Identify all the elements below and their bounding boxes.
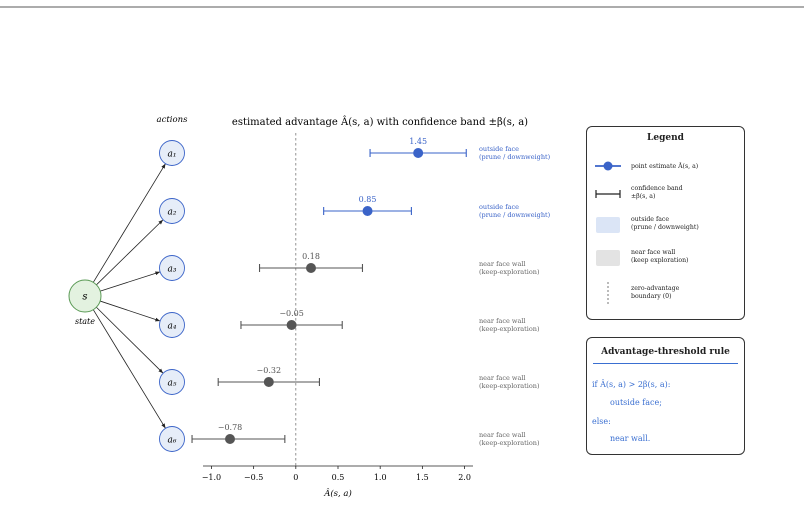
confidence-band-icon: [595, 190, 621, 198]
rule-title: Advantage-threshold rule: [601, 347, 730, 357]
side-label-line: near face wall: [479, 431, 526, 439]
estimate-value-label: 0.85: [359, 195, 377, 204]
x-tick-label: −1.0: [202, 473, 221, 482]
x-tick-label: 0: [293, 473, 298, 482]
state-circle: [68, 279, 102, 313]
legend-text-outside: outside face (prune / downweight): [631, 216, 699, 231]
edge-arrow: [96, 306, 164, 374]
action-node-label: a₆: [168, 436, 177, 446]
point-estimate: [286, 320, 297, 330]
legend-item-zero: zero-advantage boundary (0): [593, 281, 738, 306]
dashed-line-icon: [607, 282, 609, 306]
x-tick-label: 0.5: [332, 473, 345, 482]
action-node-circle: [159, 426, 185, 452]
side-label-line: outside face: [479, 203, 519, 211]
x-tick-label: 1.0: [374, 473, 387, 482]
action-node-circle: [159, 312, 185, 338]
x-tick-label: 1.5: [416, 473, 429, 482]
rule-line-4: near wall.: [610, 434, 651, 443]
rule-line-3: else:: [592, 417, 611, 426]
side-label-line: (prune / downweight): [479, 211, 551, 219]
side-label-line: near face wall: [479, 260, 526, 268]
legend-text-point: point estimate Â(s, a): [631, 163, 699, 170]
side-label-line: (keep-exploration): [479, 268, 540, 276]
point-estimate: [362, 206, 373, 216]
estimate-value-label: 0.18: [302, 252, 320, 261]
legend-text-near: near face wall (keep exploration): [631, 249, 689, 264]
action-nodes: a₁ a₂ a₃ a₄ a₅ a₆: [159, 140, 185, 452]
legend-item-near: near face wall (keep exploration): [593, 247, 738, 269]
side-label-line: (keep-exploration): [479, 382, 540, 390]
estimate-value-label: 1.45: [409, 137, 427, 146]
x-tick-label: 2.0: [458, 473, 471, 482]
legend-text-band: confidence band ±β(s, a): [631, 185, 683, 200]
action-node-circle: [159, 255, 185, 281]
side-label-line: near face wall: [479, 317, 526, 325]
edge-arrow: [92, 163, 166, 283]
side-label-line: outside face: [479, 145, 519, 153]
rule-box: Advantage-threshold rule if Â(s, a) > 2β…: [586, 337, 745, 455]
advantage-plot: 1.45 0.85 0.18 −0.05 −0.32 −0.78: [191, 133, 467, 466]
estimate-value-label: −0.32: [257, 366, 282, 375]
rule-line-1: if Â(s, a) > 2β(s, a):: [592, 380, 671, 389]
action-node-circle: [159, 140, 185, 166]
state-caption: state: [75, 317, 95, 326]
edge-arrow: [92, 309, 166, 429]
chart-title: estimated advantage Â(s, a) with confide…: [232, 116, 528, 128]
action-node-circle: [159, 198, 185, 224]
point-estimate: [263, 377, 274, 387]
side-label-line: (keep-exploration): [479, 439, 540, 447]
side-label-line: (keep-exploration): [479, 325, 540, 333]
state-node: s state: [68, 279, 102, 326]
estimate-value-label: −0.05: [279, 309, 304, 318]
edge-arrow: [96, 219, 164, 286]
legend-item-point: point estimate Â(s, a): [593, 155, 738, 177]
x-axis-label: Â(s, a): [323, 487, 352, 499]
edge-arrow: [100, 271, 161, 292]
action-node-label: a₅: [168, 379, 177, 389]
point-estimate-icon: [595, 161, 621, 171]
point-estimate: [225, 434, 235, 444]
state-action-edges: [92, 163, 166, 429]
point-estimate: [306, 263, 316, 273]
x-tick-label: −0.5: [244, 473, 263, 482]
outside-patch-icon: [596, 217, 620, 233]
point-estimate: [413, 148, 424, 158]
rule-line-2: outside face;: [610, 398, 662, 407]
legend-item-band: confidence band ±β(s, a): [593, 183, 738, 205]
side-labels: outside face(prune / downweight)outside …: [479, 145, 551, 447]
side-label-line: near face wall: [479, 374, 526, 382]
x-axis: −1.0 −0.5 0 0.5 1.0 1.5 2.0 Â(s, a): [202, 465, 473, 499]
rule-divider: [593, 363, 738, 364]
legend-text-zero: zero-advantage boundary (0): [631, 285, 680, 300]
legend-item-outside: outside face (prune / downweight): [593, 214, 738, 236]
action-node-label: a₃: [168, 265, 177, 275]
state-label: s: [82, 292, 87, 303]
action-node-label: a₁: [168, 150, 177, 160]
legend-title: Legend: [647, 133, 684, 143]
near-patch-icon: [596, 250, 620, 266]
side-label-line: (prune / downweight): [479, 153, 551, 161]
action-node-label: a₄: [168, 322, 177, 332]
estimate-value-label: −0.78: [218, 423, 243, 432]
legend-box: Legend point estimate Â(s, a) confidence…: [586, 126, 745, 320]
action-node-circle: [159, 369, 185, 395]
edge-arrow: [100, 300, 161, 322]
actions-header: actions: [157, 115, 189, 125]
action-node-label: a₂: [168, 208, 177, 218]
